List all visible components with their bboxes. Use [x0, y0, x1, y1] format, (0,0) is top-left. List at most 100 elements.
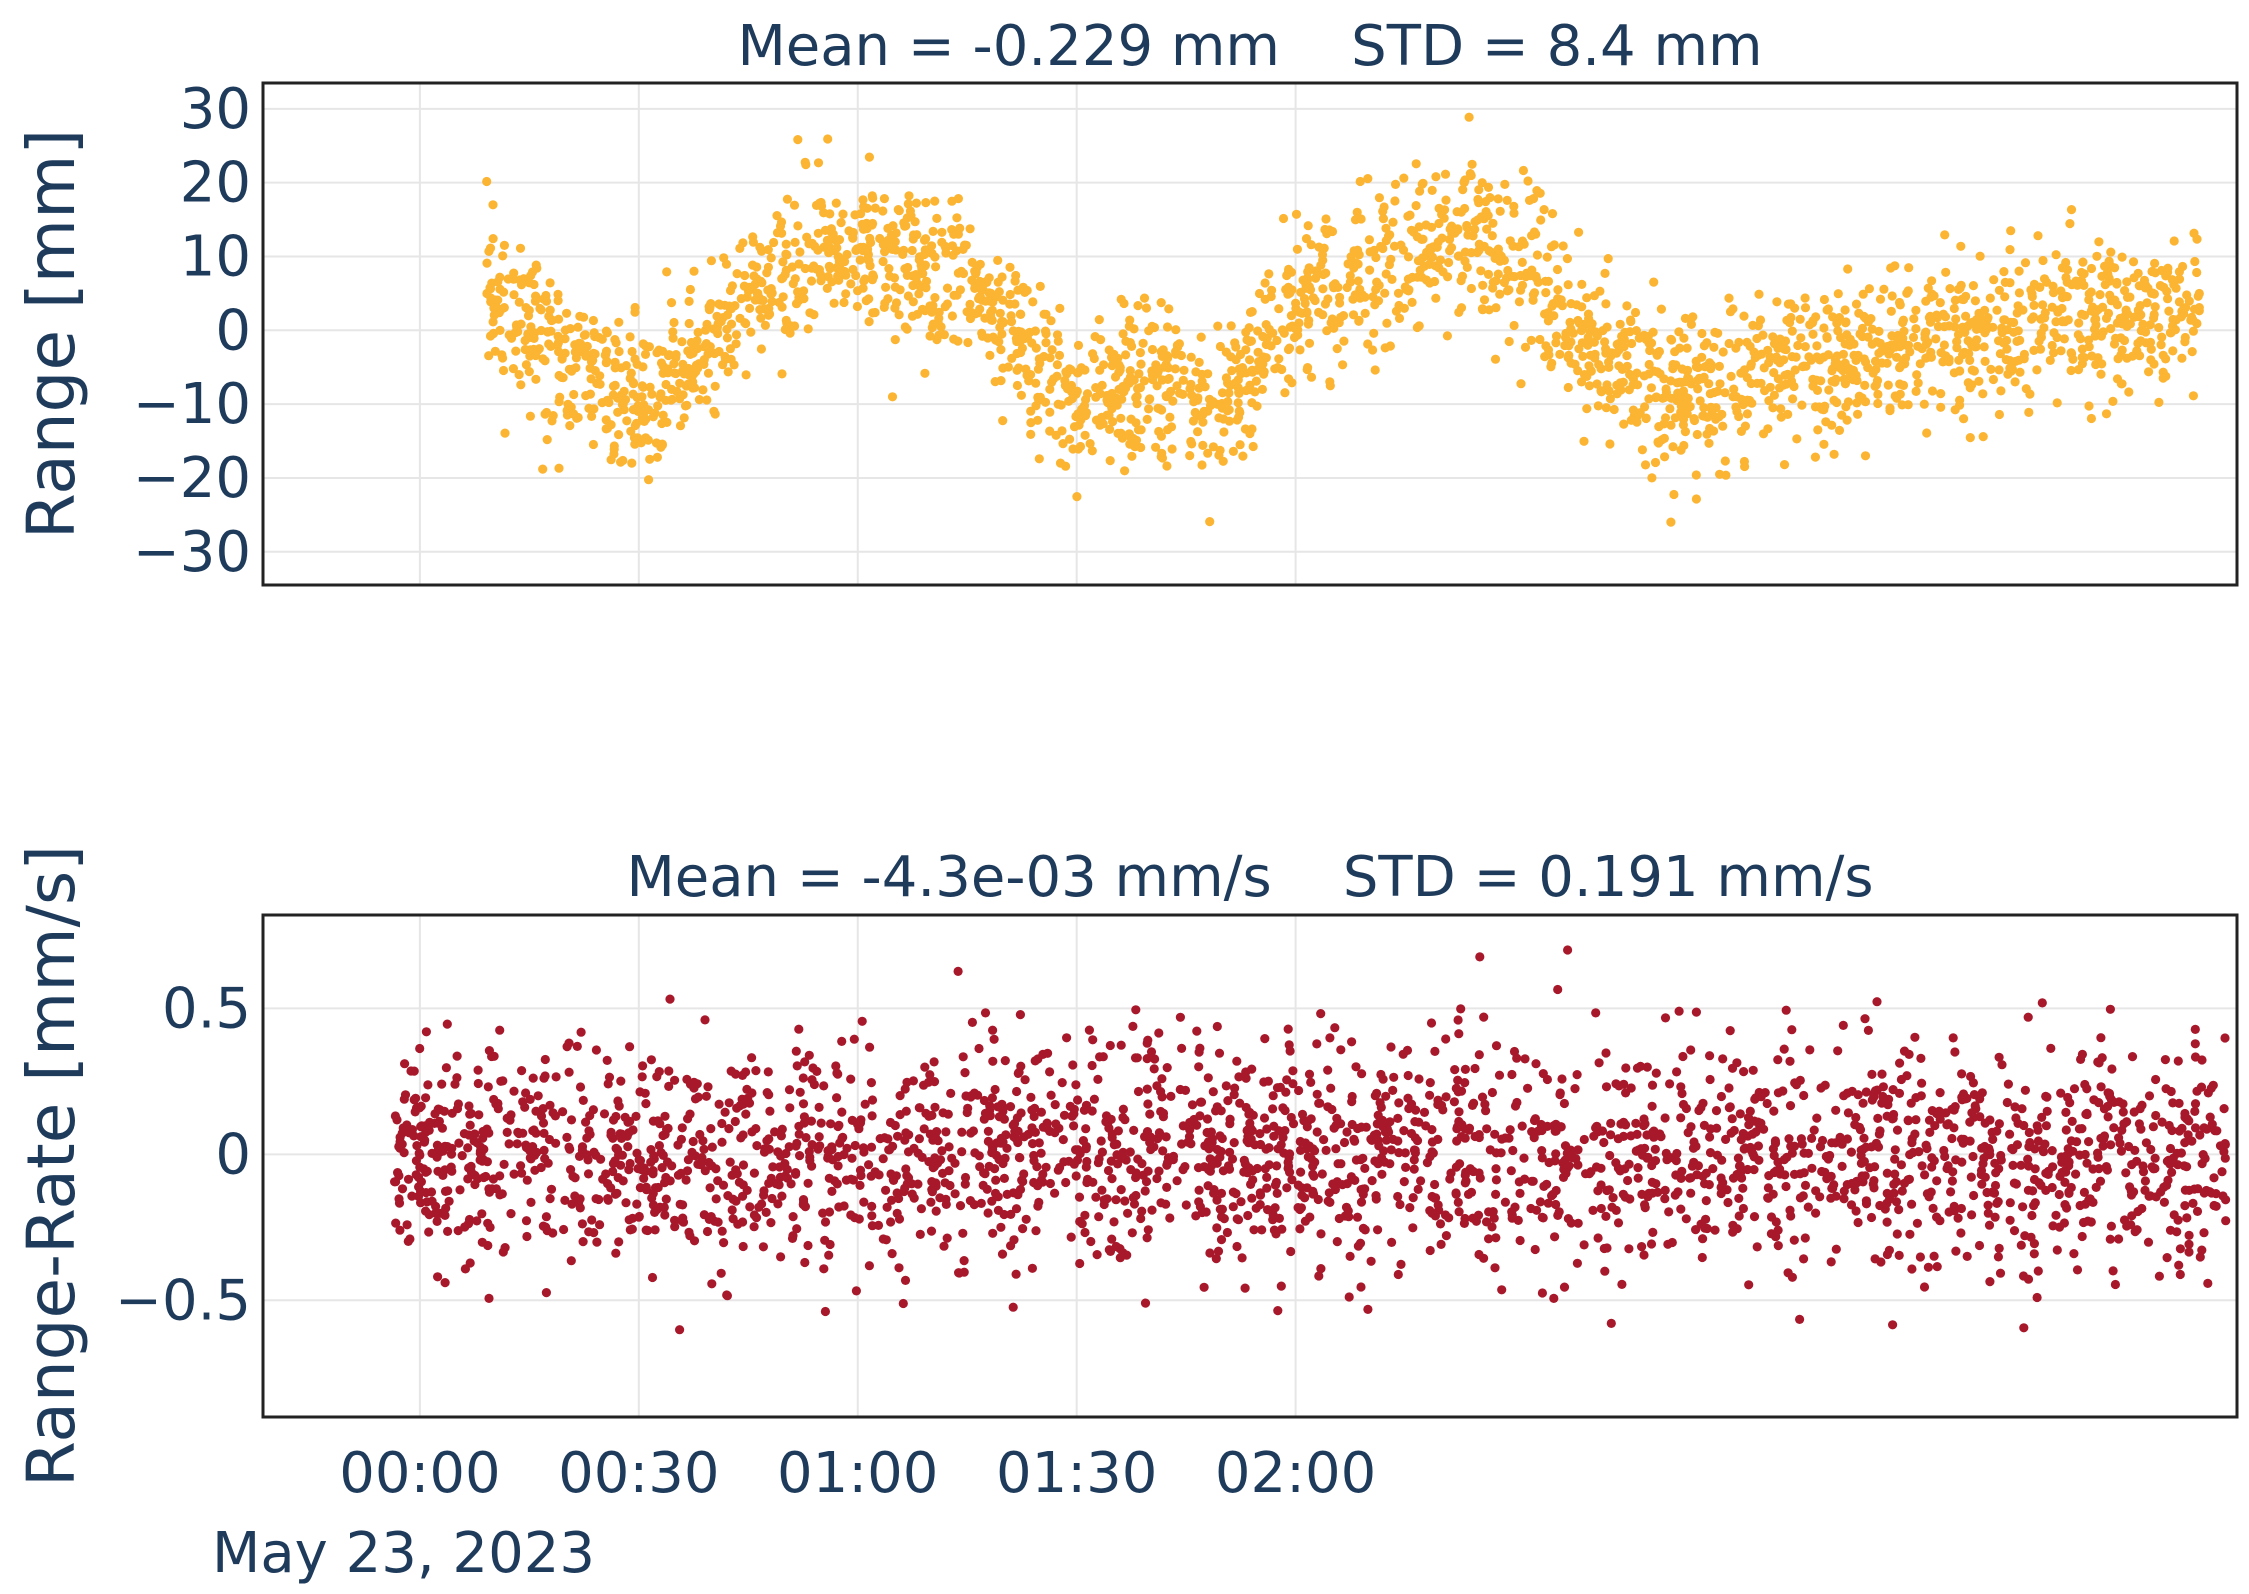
data-point: [2114, 1133, 2124, 1143]
data-point: [1369, 328, 1379, 338]
data-point: [738, 1217, 748, 1227]
data-point: [837, 1107, 847, 1117]
data-point: [630, 439, 640, 449]
data-point: [1904, 263, 1914, 273]
data-point: [1742, 409, 1752, 419]
data-point: [1068, 444, 1078, 454]
data-point: [680, 401, 691, 411]
data-point: [1856, 1145, 1866, 1155]
data-point: [1885, 1194, 1895, 1204]
data-point: [1543, 1198, 1553, 1208]
data-point: [717, 1118, 727, 1129]
data-point: [2029, 1201, 2039, 1211]
data-point: [1118, 1112, 1128, 1123]
data-point: [1344, 1292, 1354, 1302]
data-point: [2019, 1323, 2029, 1333]
data-point: [1253, 347, 1263, 357]
data-point: [1414, 222, 1424, 232]
data-point: [542, 407, 552, 418]
data-point: [1640, 460, 1651, 470]
data-point: [758, 1242, 769, 1252]
data-point: [1845, 334, 1855, 344]
data-point: [714, 346, 724, 357]
data-point: [1983, 1200, 1993, 1210]
data-point: [944, 1142, 954, 1152]
data-point: [976, 1198, 986, 1208]
data-point: [1075, 1258, 1085, 1269]
data-point: [722, 1290, 732, 1300]
data-point: [1691, 470, 1701, 480]
data-point: [1783, 409, 1793, 419]
data-point: [463, 1174, 473, 1184]
data-point: [1339, 336, 1349, 346]
data-point: [1393, 288, 1404, 298]
data-point: [2184, 1247, 2194, 1257]
data-point: [1959, 414, 1969, 424]
data-point: [442, 1019, 452, 1029]
data-point: [1780, 344, 1790, 354]
data-point: [1072, 492, 1082, 502]
data-point: [1827, 420, 1837, 430]
data-point: [1550, 1156, 1560, 1166]
data-point: [1897, 1186, 1907, 1196]
data-point: [1216, 1235, 1227, 1245]
data-point: [1073, 1095, 1083, 1105]
data-point: [2162, 286, 2172, 296]
data-point: [819, 1081, 829, 1091]
data-point: [1706, 404, 1716, 414]
data-point: [1296, 1203, 1306, 1213]
data-point: [661, 1172, 671, 1183]
data-point: [1843, 1108, 1853, 1118]
data-point: [2000, 315, 2010, 325]
data-point: [1272, 335, 1282, 346]
data-point: [2165, 1143, 2176, 1154]
data-point: [1068, 1060, 1078, 1070]
data-point: [1895, 379, 1905, 389]
data-point: [590, 366, 600, 376]
data-point: [2116, 350, 2126, 360]
data-point: [860, 1099, 870, 1109]
data-point: [1259, 1077, 1269, 1087]
data-point: [1713, 386, 1723, 396]
data-point: [1558, 1172, 1569, 1182]
data-point: [2033, 1266, 2043, 1276]
data-point: [1600, 268, 1610, 278]
data-point: [1357, 1069, 1367, 1079]
data-point: [504, 1139, 514, 1149]
data-point: [1932, 1176, 1942, 1186]
data-point: [1247, 367, 1258, 377]
data-point: [2190, 256, 2200, 267]
data-point: [941, 248, 951, 258]
data-point: [1831, 1105, 1841, 1115]
data-point: [1819, 294, 1829, 305]
data-point: [1843, 363, 1853, 373]
data-point: [670, 1215, 680, 1225]
data-point: [596, 1154, 606, 1164]
data-point: [1570, 359, 1580, 369]
data-point: [1214, 1048, 1225, 1058]
data-point: [610, 335, 620, 345]
data-point: [1829, 395, 1839, 405]
data-point: [1776, 404, 1786, 414]
data-point: [1154, 1028, 1164, 1038]
data-point: [1180, 1085, 1191, 1095]
data-point: [1739, 1067, 1749, 1077]
data-point: [1177, 1139, 1187, 1149]
data-point: [1487, 231, 1497, 241]
data-point: [1619, 419, 1629, 429]
data-point: [933, 1136, 943, 1146]
data-point: [731, 1196, 741, 1206]
data-point: [1974, 308, 1984, 318]
data-point: [1208, 397, 1218, 407]
data-point: [443, 1226, 453, 1236]
data-point: [848, 1175, 859, 1185]
data-point: [1409, 1164, 1419, 1174]
data-point: [2176, 312, 2186, 322]
data-point: [1686, 1045, 1696, 1055]
data-point: [1985, 293, 1995, 303]
data-point: [2005, 245, 2015, 255]
data-point: [1318, 310, 1328, 320]
data-point: [2163, 267, 2173, 277]
